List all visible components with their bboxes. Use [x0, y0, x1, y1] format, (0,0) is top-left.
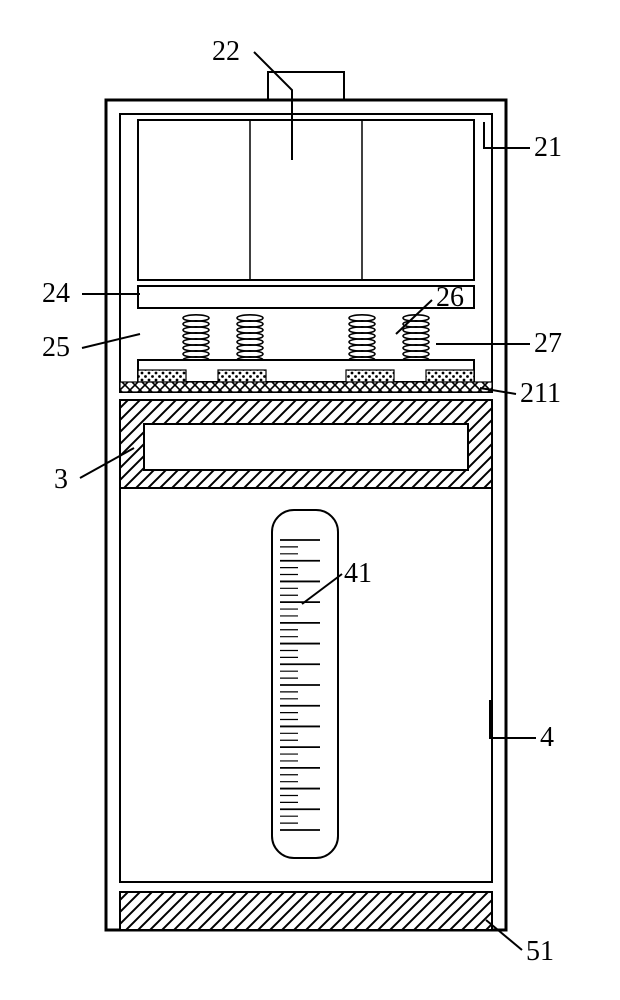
label-22: 22: [212, 36, 240, 67]
label-26: 26: [436, 282, 464, 313]
label-3: 3: [54, 464, 68, 495]
gauge-41: [272, 510, 338, 858]
bar-24: [138, 286, 474, 308]
screen-panel: [138, 120, 474, 280]
label-24: 24: [42, 278, 70, 309]
bar-bottom: [138, 360, 474, 382]
pad-27: [346, 370, 394, 382]
label-27: 27: [534, 328, 562, 359]
window-3: [144, 424, 468, 470]
technical-diagram: 22 21 24 26 25 27 211 3 41 4 51: [0, 0, 620, 1000]
label-21: 21: [534, 132, 562, 163]
label-51: 51: [526, 936, 554, 967]
leader-line: [486, 920, 522, 950]
label-41: 41: [344, 558, 372, 589]
pad-27: [138, 370, 186, 382]
leader-line: [490, 700, 536, 738]
label-211: 211: [520, 378, 561, 409]
strip-211: [120, 382, 492, 392]
base-51: [120, 892, 492, 930]
label-25: 25: [42, 332, 70, 363]
pad-27: [218, 370, 266, 382]
label-4: 4: [540, 722, 554, 753]
pad-27: [426, 370, 474, 382]
